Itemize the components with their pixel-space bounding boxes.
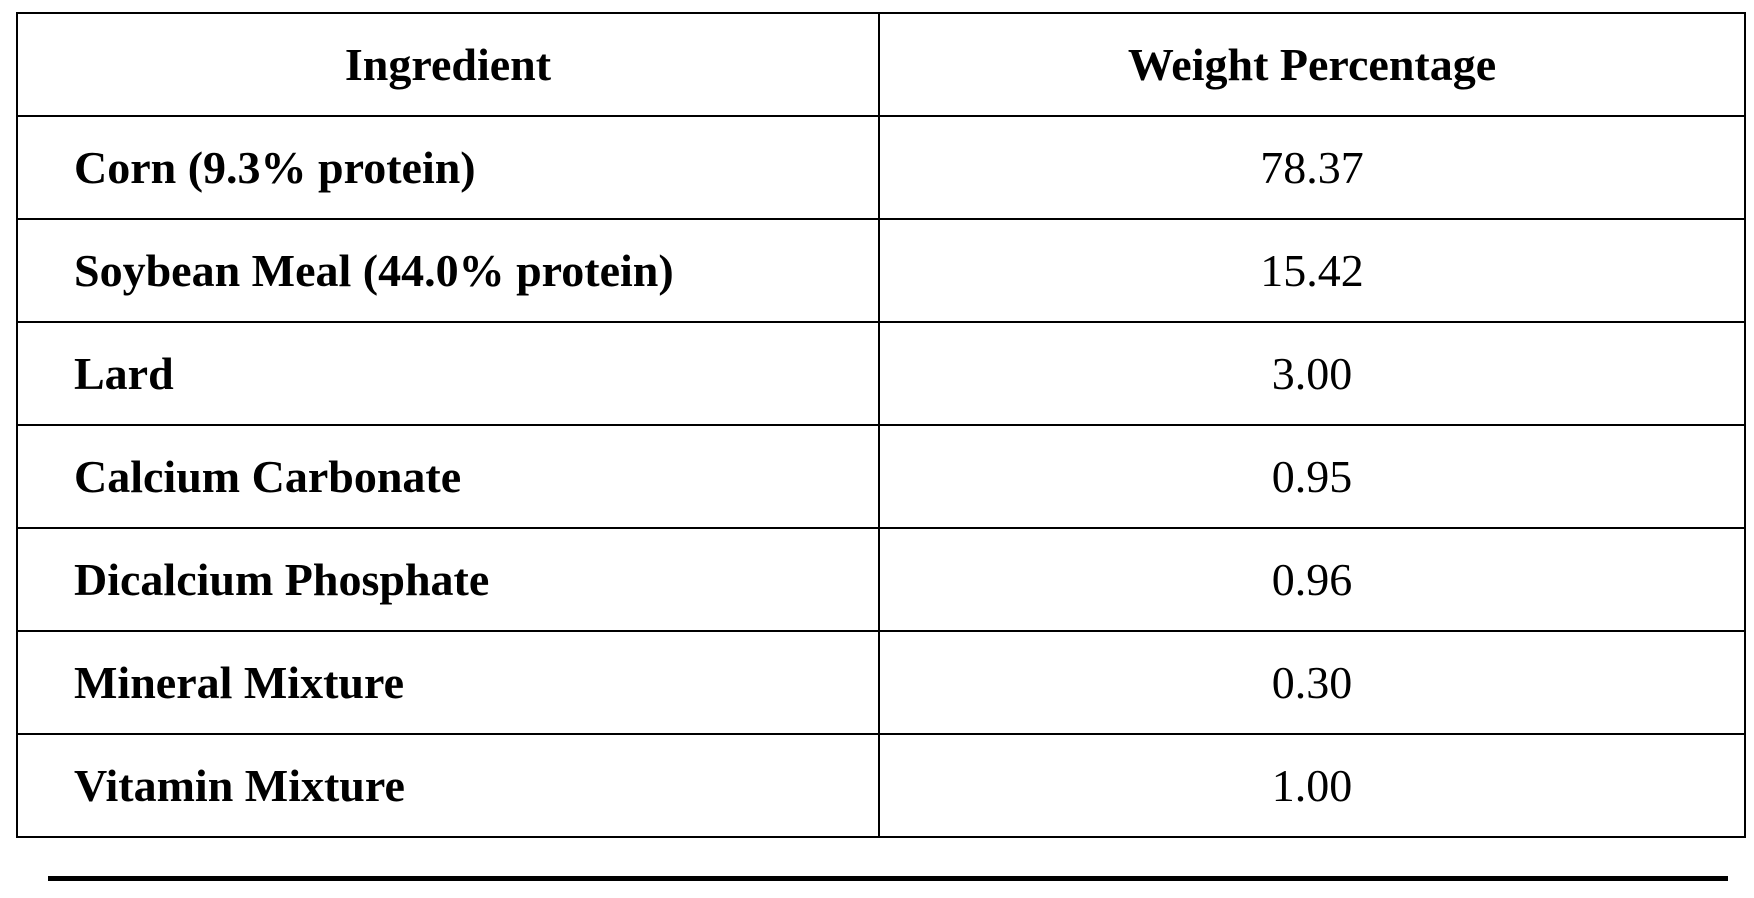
table-row: Vitamin Mixture 1.00 <box>16 733 1746 838</box>
weight-cell: 0.95 <box>878 424 1746 529</box>
weight-cell: 78.37 <box>878 115 1746 220</box>
ingredient-cell: Vitamin Mixture <box>16 733 880 838</box>
table-header-row: Ingredient Weight Percentage <box>16 12 1746 117</box>
weight-cell: 0.96 <box>878 527 1746 632</box>
weight-cell: 0.30 <box>878 630 1746 735</box>
ingredient-cell: Calcium Carbonate <box>16 424 880 529</box>
table-row: Mineral Mixture 0.30 <box>16 630 1746 735</box>
ingredient-table-container: Ingredient Weight Percentage Corn (9.3% … <box>16 12 1746 838</box>
weight-cell: 1.00 <box>878 733 1746 838</box>
table-bottom-rule <box>48 876 1728 881</box>
ingredient-cell: Mineral Mixture <box>16 630 880 735</box>
table-row: Corn (9.3% protein) 78.37 <box>16 115 1746 220</box>
ingredient-table: Ingredient Weight Percentage Corn (9.3% … <box>16 12 1746 838</box>
ingredient-cell: Corn (9.3% protein) <box>16 115 880 220</box>
table-row: Calcium Carbonate 0.95 <box>16 424 1746 529</box>
table-row: Dicalcium Phosphate 0.96 <box>16 527 1746 632</box>
ingredient-cell: Soybean Meal (44.0% protein) <box>16 218 880 323</box>
ingredient-cell: Lard <box>16 321 880 426</box>
table-row: Soybean Meal (44.0% protein) 15.42 <box>16 218 1746 323</box>
weight-cell: 15.42 <box>878 218 1746 323</box>
ingredient-cell: Dicalcium Phosphate <box>16 527 880 632</box>
header-ingredient: Ingredient <box>16 12 880 117</box>
header-weight-percentage: Weight Percentage <box>878 12 1746 117</box>
weight-cell: 3.00 <box>878 321 1746 426</box>
table-row: Lard 3.00 <box>16 321 1746 426</box>
